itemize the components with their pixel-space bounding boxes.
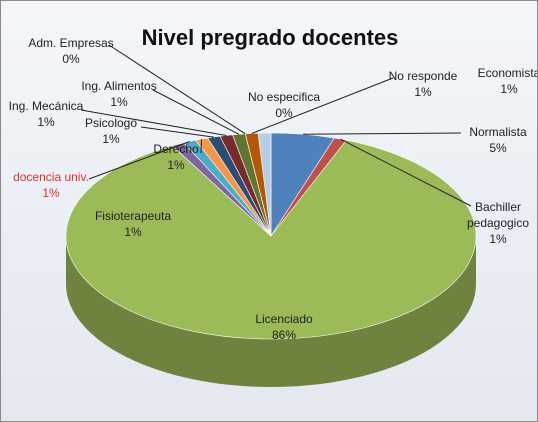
slice-value-label: 1%	[124, 225, 142, 239]
slice-label: No responde	[388, 69, 458, 83]
slice-label: Licenciado	[255, 312, 313, 326]
leader-line	[140, 126, 214, 138]
slice-value-label: 1%	[102, 132, 120, 146]
slice-label: Economista	[477, 66, 538, 80]
slice-value-label: 5%	[489, 141, 507, 155]
slice-value-label: 1%	[110, 95, 128, 109]
slice-label: Adm. Empresas	[28, 36, 114, 50]
slice-value-label: 1%	[414, 85, 432, 99]
leader-line	[108, 44, 246, 135]
slice-label: Bachiller pedagogico	[466, 200, 530, 230]
slice-value-label: 0%	[62, 52, 80, 66]
slice-label: Fisioterapeuta	[94, 209, 172, 223]
slice-side	[66, 236, 476, 387]
slice-value-label: 86%	[271, 328, 297, 342]
slice-label: No especifica	[247, 90, 321, 104]
leader-line	[340, 138, 472, 207]
slice-label: Psicologo	[84, 116, 138, 130]
slice-value-label: 1%	[489, 232, 507, 246]
slice	[257, 132, 272, 237]
slice-value-label: 1%	[500, 82, 518, 96]
chart-title: Nivel pregrado docentes	[141, 25, 399, 50]
leader-line	[200, 139, 203, 154]
leader-line	[80, 109, 227, 136]
leader-line	[152, 89, 240, 135]
slice-value-label: 0%	[275, 106, 293, 120]
leader-line	[88, 141, 190, 180]
slice-label: Normalista	[469, 125, 527, 139]
slice-label: Derecho	[153, 142, 199, 156]
slice-value-label: 1%	[167, 158, 185, 172]
slice-value-label: 1%	[42, 186, 60, 200]
slice-label: Ing. Mecánica	[8, 99, 84, 113]
slice-value-label: 1%	[37, 115, 55, 129]
leader-line	[303, 132, 462, 135]
slice	[65, 139, 477, 340]
leader-line	[251, 77, 394, 134]
slice-label: Ing. Alimentos	[81, 79, 157, 93]
slice-label: docencia univ.	[13, 170, 89, 184]
